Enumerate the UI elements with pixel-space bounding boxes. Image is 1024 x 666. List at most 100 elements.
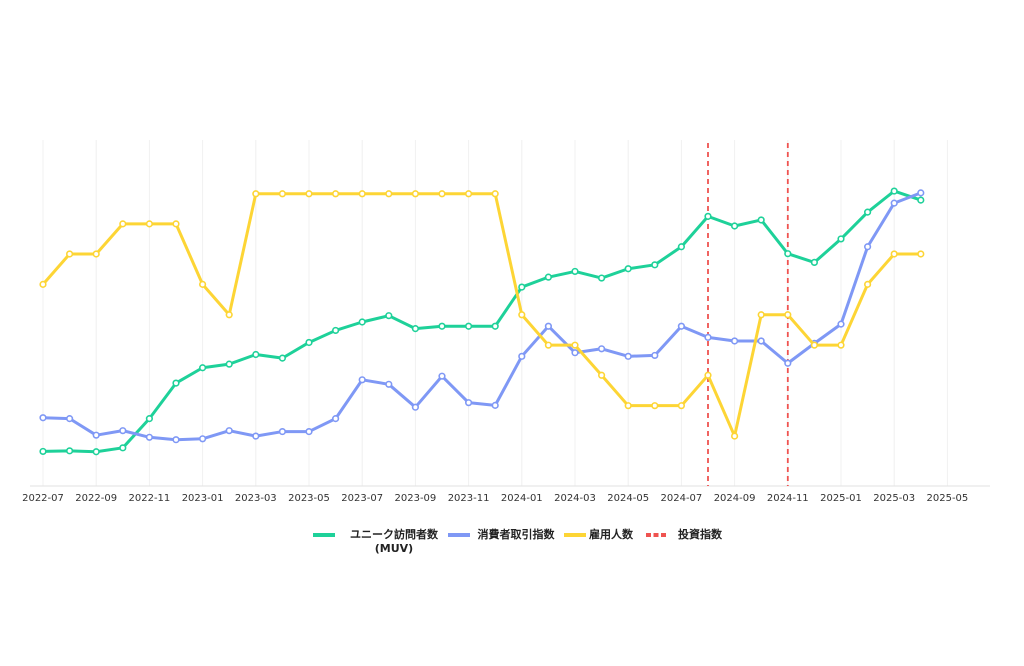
data-point[interactable] [491,322,499,330]
data-point[interactable] [172,220,180,228]
data-point[interactable] [92,250,100,258]
data-point[interactable] [784,311,792,319]
data-point[interactable] [332,415,340,423]
data-point[interactable] [651,261,659,269]
data-point[interactable] [917,250,925,258]
data-point[interactable] [199,280,207,288]
data-point[interactable] [145,220,153,228]
data-point[interactable] [863,243,872,251]
data-point[interactable] [225,311,233,319]
data-point[interactable] [332,326,340,335]
data-point[interactable] [358,190,366,198]
data-point[interactable] [119,220,127,228]
data-point[interactable] [597,274,606,282]
data-point[interactable] [65,415,74,423]
data-point[interactable] [92,448,100,456]
data-point[interactable] [39,414,47,422]
data-point[interactable] [651,402,659,410]
data-point[interactable] [730,222,739,230]
data-point[interactable] [305,190,313,198]
data-point[interactable] [518,311,526,319]
data-point[interactable] [199,364,207,372]
data-point[interactable] [571,349,579,357]
data-point[interactable] [704,371,712,379]
legend-item-0[interactable]: ユニーク訪問者数(MUV) [313,527,439,555]
data-point[interactable] [358,376,366,384]
data-point[interactable] [784,359,792,367]
data-point[interactable] [305,427,313,436]
legend-item-2[interactable]: 雇用人数 [564,527,634,541]
data-point[interactable] [730,432,739,440]
data-point[interactable] [704,333,712,341]
data-point[interactable] [677,402,686,410]
data-point[interactable] [252,432,260,440]
data-point[interactable] [385,190,393,198]
data-point[interactable] [438,372,446,380]
data-point[interactable] [757,337,765,345]
data-point[interactable] [651,351,659,360]
data-point[interactable] [677,243,686,251]
data-point[interactable] [278,427,287,436]
data-point[interactable] [225,427,233,435]
data-point[interactable] [438,322,446,330]
data-point[interactable] [465,322,473,330]
data-point[interactable] [810,341,819,349]
data-point[interactable] [411,325,420,333]
data-point[interactable] [172,379,180,387]
data-point[interactable] [837,320,845,328]
data-point[interactable] [890,250,898,258]
data-point[interactable] [624,265,632,273]
data-point[interactable] [757,311,765,319]
data-point[interactable] [92,431,100,439]
data-point[interactable] [465,190,473,198]
data-point[interactable] [465,399,473,407]
data-point[interactable] [39,280,47,288]
data-point[interactable] [757,216,765,224]
data-point[interactable] [544,341,553,349]
data-point[interactable] [65,250,74,258]
data-point[interactable] [172,436,180,444]
data-point[interactable] [863,208,872,216]
data-point[interactable] [544,322,553,330]
data-point[interactable] [917,196,925,204]
data-point[interactable] [571,267,579,276]
data-point[interactable] [518,283,526,291]
data-point[interactable] [491,401,499,409]
data-point[interactable] [837,235,845,243]
data-point[interactable] [278,354,287,362]
data-point[interactable] [571,341,579,349]
data-point[interactable] [597,371,606,379]
data-point[interactable] [385,380,393,388]
legend-item-1[interactable]: 消費者取引指数 [448,527,555,541]
legend-item-3[interactable]: 投資指数 [646,527,723,541]
data-point[interactable] [890,187,898,195]
data-point[interactable] [518,352,526,360]
data-point[interactable] [491,190,499,198]
data-point[interactable] [385,312,393,320]
data-point[interactable] [252,350,260,359]
data-point[interactable] [624,352,632,360]
data-point[interactable] [837,341,845,349]
data-point[interactable] [119,444,127,452]
data-point[interactable] [278,190,287,198]
data-point[interactable] [199,435,207,443]
data-point[interactable] [810,258,819,267]
data-point[interactable] [225,360,233,368]
data-point[interactable] [145,433,153,441]
data-point[interactable] [677,322,686,330]
data-point[interactable] [730,337,739,345]
data-point[interactable] [305,338,313,347]
data-point[interactable] [890,199,898,207]
data-point[interactable] [411,403,420,411]
data-point[interactable] [119,427,127,435]
data-point[interactable] [332,190,340,198]
legend[interactable]: ユニーク訪問者数(MUV) 消費者取引指数 雇用人数 投資指数 [313,527,723,555]
data-point[interactable] [252,190,260,198]
data-point[interactable] [358,318,366,326]
data-point[interactable] [544,273,553,281]
data-point[interactable] [438,190,446,198]
data-point[interactable] [65,447,74,455]
data-point[interactable] [411,190,420,198]
data-point[interactable] [145,415,153,423]
data-point[interactable] [39,447,47,456]
